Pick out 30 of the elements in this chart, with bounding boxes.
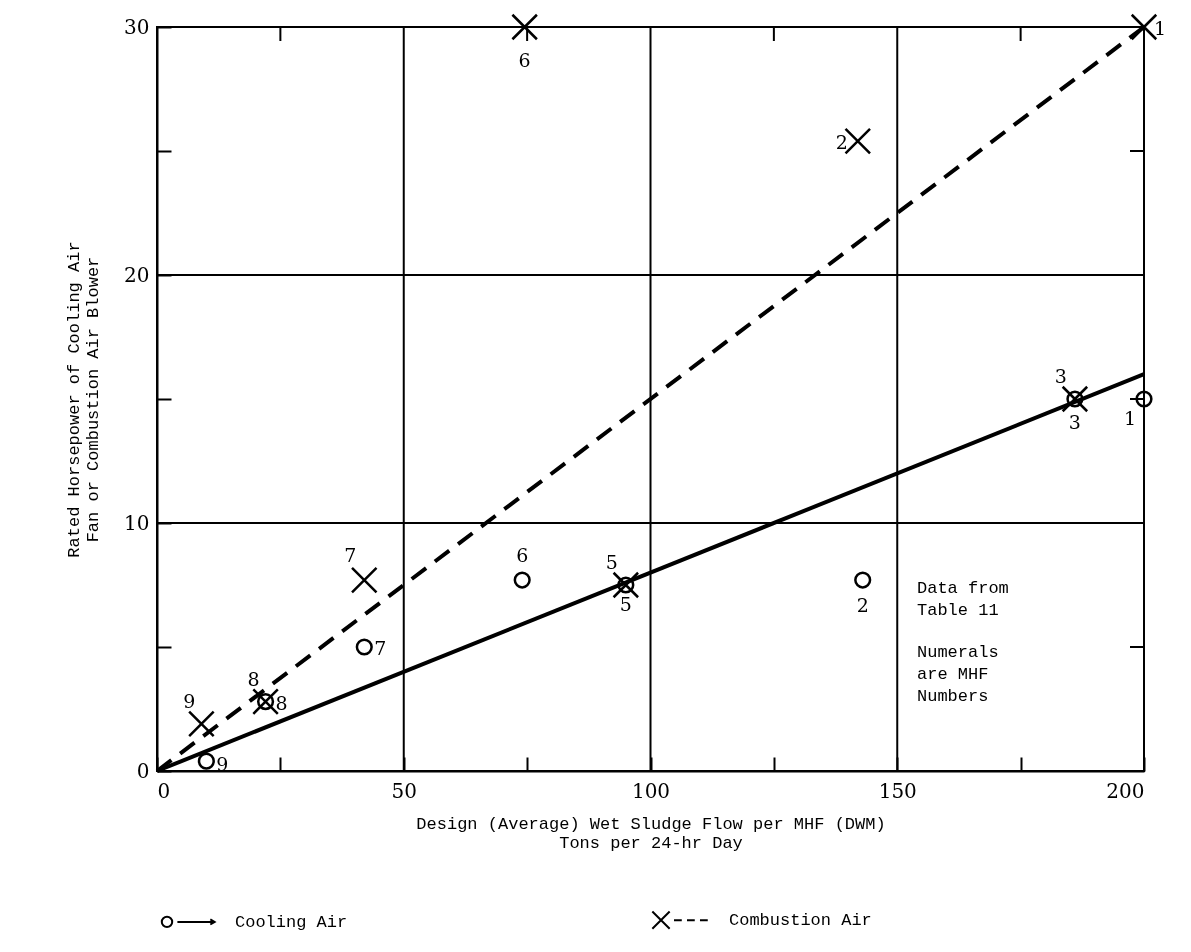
y-tick-label: 10 xyxy=(124,510,150,535)
annotation: Numerals are MHF Numbers xyxy=(917,643,999,706)
annotation: 6 xyxy=(516,544,529,567)
annotation: 3 xyxy=(1068,411,1081,433)
y-tick-label: 30 xyxy=(124,14,150,39)
annotation: 1 xyxy=(1153,17,1167,39)
annotation: 2 xyxy=(856,594,869,617)
annotation: 2 xyxy=(835,131,848,154)
annotation: Data from Table 11 xyxy=(917,579,1009,620)
annotation: 7 xyxy=(344,544,357,567)
annotation: 3 xyxy=(1054,365,1067,387)
annotation: 6 xyxy=(518,49,531,71)
y-tick-label: 0 xyxy=(136,758,150,783)
annotation: 1 xyxy=(1123,407,1137,429)
x-tick-label: 150 xyxy=(878,778,917,803)
y-tick-label: 20 xyxy=(124,262,150,287)
x-tick-label: 100 xyxy=(631,778,671,803)
annotation: 7 xyxy=(374,637,387,659)
legend-label: Cooling Air xyxy=(235,912,348,932)
annotation: 5 xyxy=(619,593,632,615)
x-tick-label: 0 xyxy=(157,778,171,803)
x-tick-label: 200 xyxy=(1106,778,1145,803)
annotation: 9 xyxy=(183,689,196,712)
y-axis-title: Rated Horsepower of Cooling Air Fan or Combustion Air Blower xyxy=(65,241,104,558)
annotation: 8 xyxy=(275,691,288,714)
annotation: 8 xyxy=(247,667,260,690)
x-tick-label: 50 xyxy=(391,778,417,803)
legend-label: Combustion Air xyxy=(729,911,872,931)
x-axis-title: Design (Average) Wet Sludge Flow per MHF (DWM) Tons per 24-hr Day xyxy=(416,814,886,853)
annotation: 5 xyxy=(605,551,618,573)
